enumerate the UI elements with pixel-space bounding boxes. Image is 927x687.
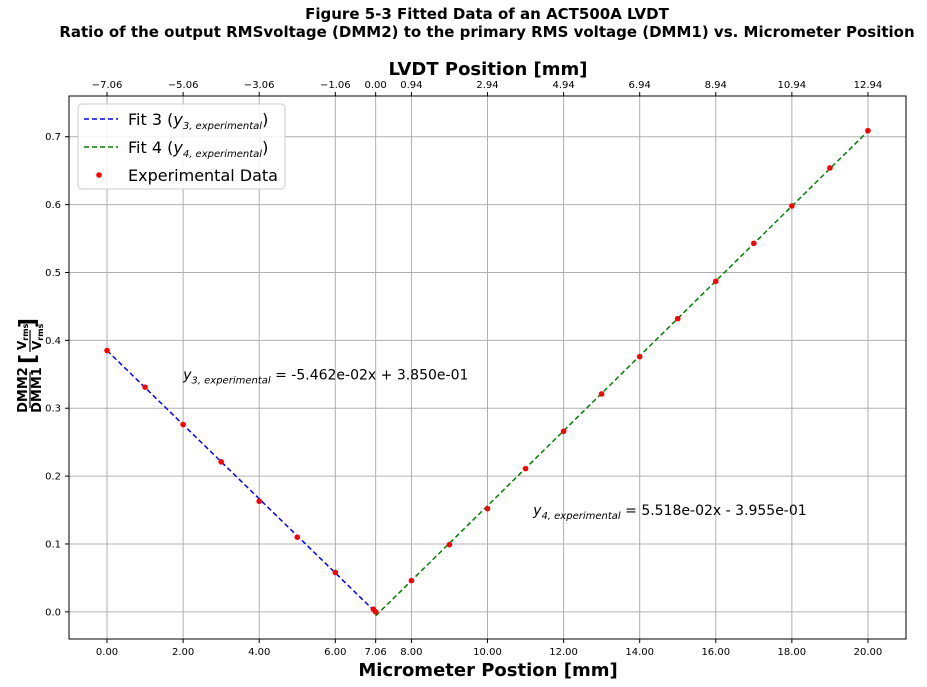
- data-point: [522, 465, 529, 472]
- data-point: [598, 391, 605, 397]
- y-axis-ticks: 0.0 0.1 0.2 0.3 0.4 0.5 0.6 0.7: [45, 132, 69, 618]
- x2-tick-label: 4.94: [552, 80, 574, 91]
- data-point: [142, 384, 148, 390]
- grid: [69, 96, 906, 639]
- y-label-unit-numerator: Vrms: [15, 323, 30, 350]
- data-point: [294, 534, 301, 540]
- legend-fit3-label: Fit 3 (y3, experimental): [128, 110, 268, 132]
- data-point: [484, 505, 491, 512]
- x-tick-label: 4.00: [248, 647, 270, 658]
- fit-equation: y3, experimental = -5.462e-02x + 3.850e-…: [182, 367, 468, 386]
- data-point: [636, 353, 643, 360]
- plot-frame: [68, 95, 907, 640]
- legend-box: [77, 103, 286, 190]
- data-point: [256, 498, 263, 505]
- data-point: [827, 165, 833, 171]
- chart-title-line1: Figure 5-3 Fitted Data of an ACT500A LVD…: [305, 5, 669, 23]
- x2-tick-label: −5.06: [168, 80, 199, 91]
- y-tick-label: 0.6: [45, 200, 61, 211]
- y-tick-label: 0.3: [45, 404, 61, 415]
- y-label-bracket-close: ]: [16, 318, 41, 328]
- x2-tick-label: −1.06: [320, 80, 351, 91]
- y-label-denominator: DMM1: [30, 367, 45, 413]
- y-label-bracket-open: [: [16, 354, 41, 364]
- y-tick-label: 0.0: [45, 607, 61, 618]
- x2-tick-label: 0.94: [400, 80, 422, 91]
- x2-tick-label: 2.94: [476, 80, 498, 91]
- x-tick-label: 6.00: [324, 647, 346, 658]
- y-tick-label: 0.2: [45, 472, 61, 483]
- x2-axis-title: LVDT Position [mm]: [388, 59, 587, 80]
- data-points: [104, 127, 871, 615]
- legend: Fit 3 (y3, experimental) Fit 4 (y4, expe…: [77, 103, 286, 190]
- y-tick-label: 0.5: [45, 268, 61, 279]
- legend-data-swatch: [96, 172, 102, 178]
- data-point: [674, 315, 681, 322]
- x-tick-label: 18.00: [778, 647, 807, 658]
- x-tick-label: 10.00: [473, 647, 502, 658]
- x2-tick-label: −7.06: [92, 80, 123, 91]
- data-point: [180, 421, 186, 428]
- x-tick-label: 2.00: [172, 647, 194, 658]
- fit-equation: y4, experimental = 5.518e-02x - 3.955e-0…: [532, 503, 807, 522]
- fit-line: [375, 130, 869, 617]
- x-tick-label: 7.06: [365, 647, 387, 658]
- x-tick-label: 8.00: [400, 647, 422, 658]
- x-tick-label: 20.00: [854, 647, 883, 658]
- chart-title-line2: Ratio of the output RMSvoltage (DMM2) to…: [59, 23, 914, 41]
- x-tick-label: 16.00: [701, 647, 730, 658]
- x-tick-label: 12.00: [549, 647, 578, 658]
- data-point: [789, 203, 795, 209]
- y-label-unit-denominator: Vrms: [30, 323, 45, 350]
- data-point: [865, 127, 871, 134]
- data-point: [560, 428, 567, 435]
- data-point: [408, 577, 415, 584]
- x2-tick-label: 12.94: [854, 80, 883, 91]
- x2-tick-label: −3.06: [244, 80, 275, 91]
- data-point: [104, 347, 110, 354]
- data-point: [372, 609, 379, 615]
- x-tick-label: 0.00: [96, 647, 118, 658]
- x-axis-title: Micrometer Postion [mm]: [358, 660, 617, 681]
- data-point: [751, 240, 757, 247]
- x-tick-label: 14.00: [625, 647, 654, 658]
- x2-tick-label: 10.94: [778, 80, 807, 91]
- data-point: [332, 569, 339, 576]
- x2-tick-label: 6.94: [629, 80, 651, 91]
- x-axis-ticks: 0.00 2.00 4.00 6.00 7.06 8.00 10.00 12.00 14.00 1…: [96, 639, 882, 658]
- y-axis-title: DMM2 DMM1 [ Vrms Vrms ]: [15, 318, 45, 413]
- y-tick-label: 0.4: [45, 336, 61, 347]
- legend-fit4-label: Fit 4 (y4, experimental): [128, 138, 268, 160]
- fit-line: [106, 349, 377, 613]
- x2-tick-label: 8.94: [705, 80, 727, 91]
- y-tick-label: 0.7: [45, 132, 61, 143]
- y-label-numerator: DMM2: [16, 367, 31, 413]
- data-point: [218, 459, 224, 465]
- y-tick-label: 0.1: [45, 539, 61, 550]
- x2-axis-ticks: −7.06 −5.06 −3.06 −1.06 0.00 0.94 2.94 4.94 6.94…: [92, 80, 883, 96]
- x2-tick-label: 0.00: [365, 80, 387, 91]
- data-point: [712, 278, 719, 285]
- legend-data-label: Experimental Data: [128, 166, 278, 185]
- data-point: [446, 541, 453, 548]
- fit-annotations: y3, experimental = -5.462e-02x + 3.850e-…: [182, 367, 807, 522]
- fit-lines: [106, 130, 869, 617]
